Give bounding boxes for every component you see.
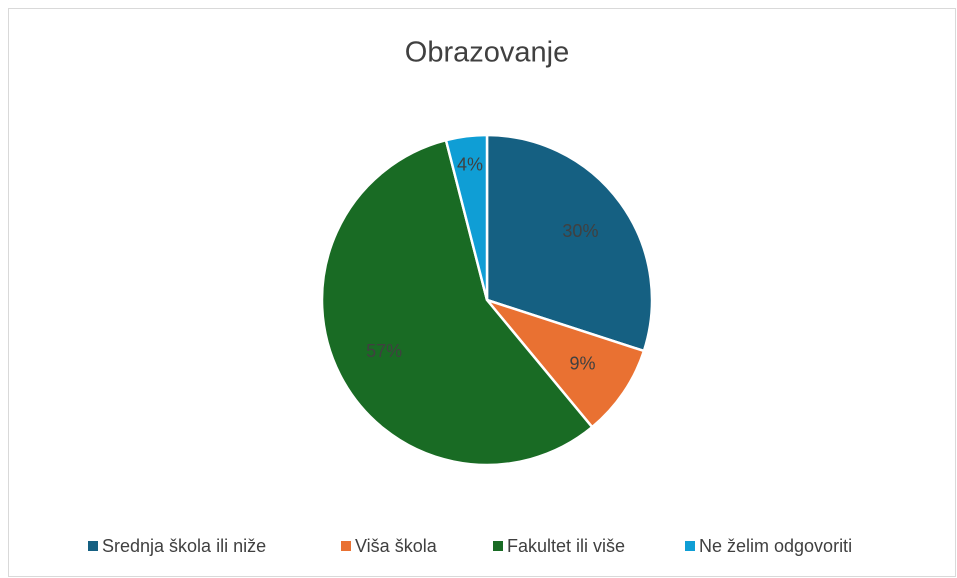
legend-label: Ne želim odgovoriti [699,536,852,556]
pie-slice [485,133,654,353]
legend-label: Fakultet ili više [507,536,625,556]
legend-label: Srednja škola ili niže [102,536,266,556]
pie-slice [320,138,594,467]
pie-slice [483,297,646,429]
chart-title: Obrazovanje [405,37,569,69]
data-label: 9% [570,354,596,374]
data-label: 30% [562,221,598,241]
pie-slice [444,133,489,301]
legend-label: Viša škola [355,536,438,556]
legend-swatch [88,541,98,551]
legend-swatch [685,541,695,551]
data-label: 4% [457,155,483,175]
data-label: 57% [366,341,402,361]
legend-swatch [341,541,351,551]
legend-swatch [493,541,503,551]
